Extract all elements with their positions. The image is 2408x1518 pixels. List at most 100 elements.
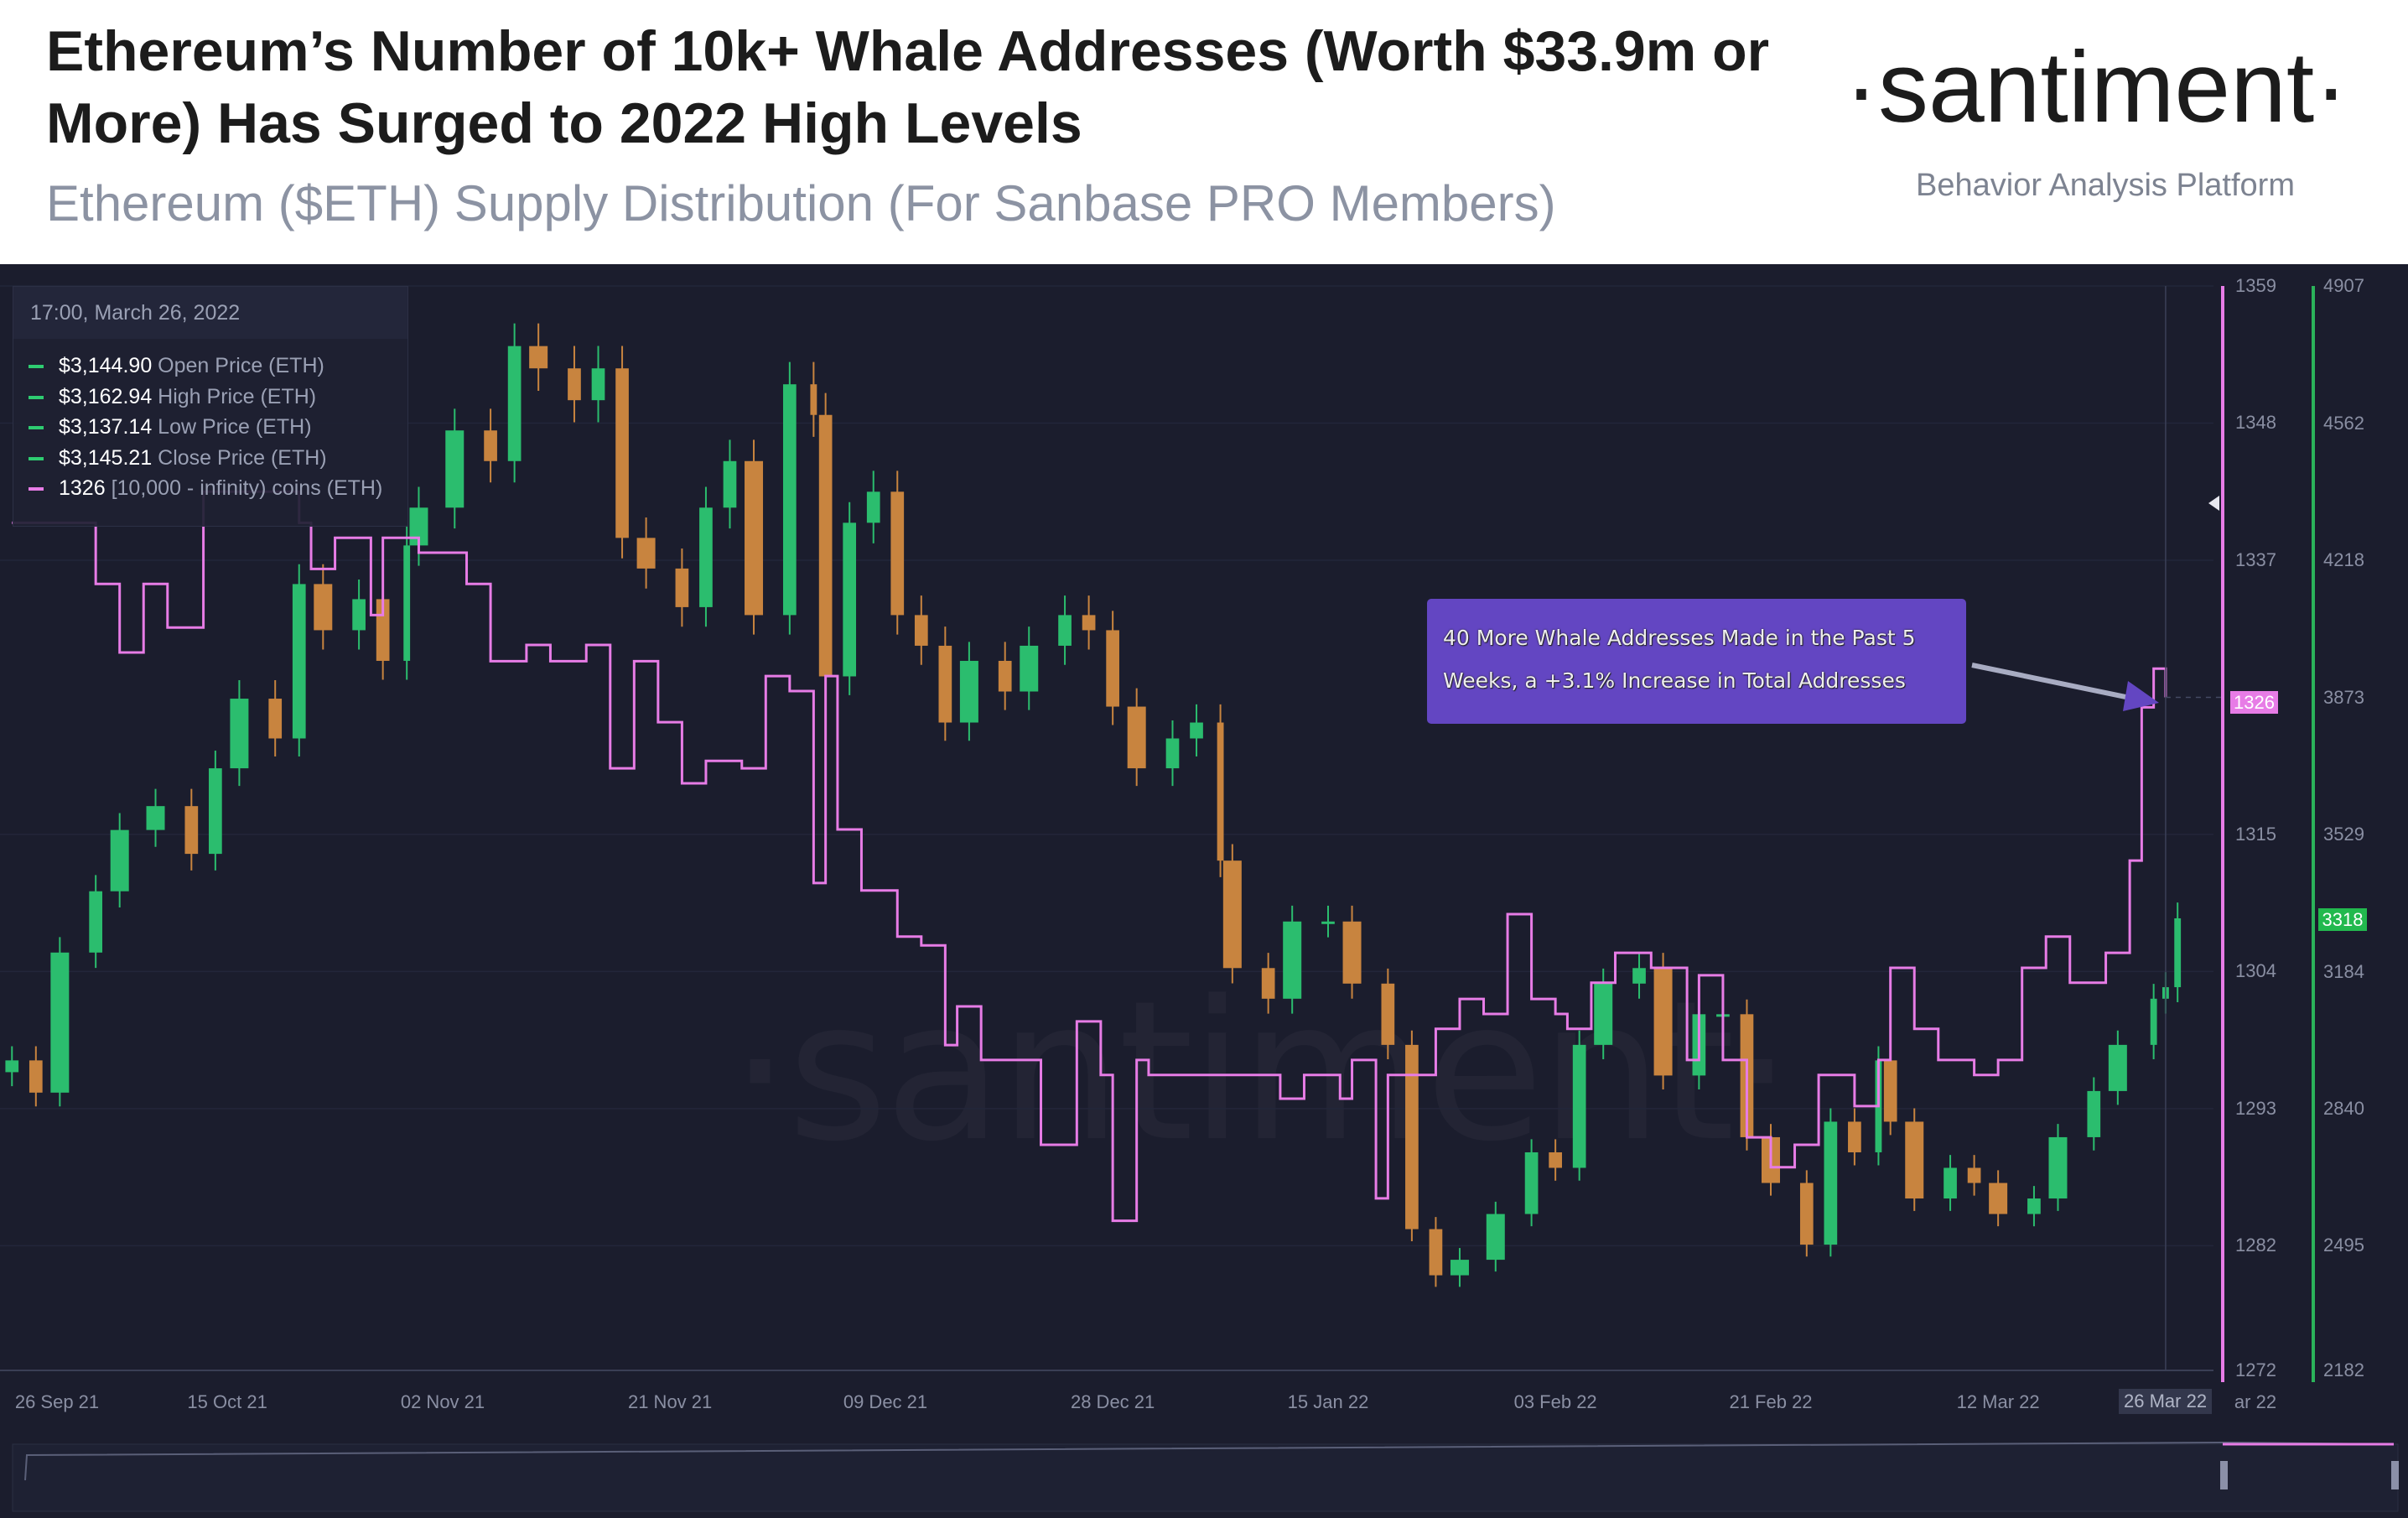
price-candle bbox=[1283, 921, 1302, 999]
price-candle bbox=[866, 491, 880, 523]
price-candle bbox=[292, 584, 306, 739]
tooltip-value: $3,145.21 bbox=[59, 445, 153, 470]
tooltip-value: 1326 bbox=[59, 476, 106, 500]
price-candle bbox=[268, 699, 283, 739]
whale-axis-tick: 1315 bbox=[2235, 823, 2276, 845]
price-candle bbox=[636, 538, 656, 569]
tooltip-row: $3,145.21 Close Price (ETH) bbox=[13, 443, 407, 474]
page-subtitle: Ethereum ($ETH) Supply Distribution (For… bbox=[46, 175, 1556, 231]
tooltip-label: Open Price (ETH) bbox=[158, 354, 324, 377]
x-tick-label: 02 Nov 21 bbox=[400, 1391, 485, 1412]
price-candle bbox=[1342, 921, 1362, 984]
whale-axis-tick: 1348 bbox=[2235, 412, 2276, 434]
x-tick-label: 15 Oct 21 bbox=[187, 1391, 267, 1412]
price-candle bbox=[1572, 1044, 1586, 1168]
price-candle bbox=[2048, 1136, 2068, 1199]
price-candle bbox=[914, 615, 928, 646]
price-candle bbox=[529, 346, 548, 369]
whale-axis-tick: 1304 bbox=[2235, 960, 2276, 982]
price-candle bbox=[1190, 722, 1203, 739]
tooltip-value: $3,144.90 bbox=[59, 354, 153, 377]
x-tick-label-clipped: ar 22 bbox=[2234, 1391, 2277, 1412]
price-candle bbox=[959, 660, 978, 723]
price-axis-tick: 4218 bbox=[2323, 548, 2364, 570]
tooltip-label: High Price (ETH) bbox=[158, 384, 317, 408]
price-candle bbox=[507, 346, 522, 461]
price-candle bbox=[1321, 921, 1335, 924]
price-candle bbox=[2108, 1044, 2127, 1091]
price-candle bbox=[568, 368, 581, 401]
price-candle bbox=[675, 568, 689, 607]
logo-tagline: Behavior Analysis Platform bbox=[1916, 168, 2295, 203]
price-candle bbox=[484, 430, 497, 461]
price-candle bbox=[403, 545, 411, 661]
price-candle bbox=[1429, 1229, 1443, 1276]
legend-swatch bbox=[29, 456, 44, 460]
whale-axis-tick: 1337 bbox=[2235, 548, 2276, 570]
price-candle bbox=[50, 952, 70, 1093]
price-candle bbox=[1261, 968, 1275, 999]
price-axis-tick: 3184 bbox=[2323, 960, 2364, 982]
annotation-arrow-head bbox=[2123, 681, 2159, 711]
price-candle bbox=[184, 806, 199, 855]
price-candle bbox=[1594, 983, 1613, 1045]
tooltip-value: $3,162.94 bbox=[59, 384, 153, 408]
price-candle bbox=[723, 460, 737, 508]
price-axis-tick: 3529 bbox=[2323, 823, 2364, 845]
price-candle bbox=[2027, 1198, 2041, 1214]
tooltip-row: 1326 [10,000 - infinity) coins (ETH) bbox=[13, 473, 407, 504]
tooltip-row: $3,144.90 Open Price (ETH) bbox=[13, 351, 407, 382]
legend-swatch bbox=[29, 426, 44, 430]
price-candle bbox=[1653, 968, 1673, 1076]
price-candle bbox=[1549, 1151, 1562, 1168]
price-candle bbox=[998, 660, 1012, 692]
x-tick-label: 03 Feb 22 bbox=[1513, 1391, 1597, 1412]
price-candle bbox=[1381, 983, 1395, 1045]
x-tick-label: 12 Mar 22 bbox=[1956, 1391, 2040, 1412]
price-candle bbox=[230, 699, 249, 769]
page-title: Ethereum’s Number of 10k+ Whale Addresse… bbox=[46, 19, 1770, 155]
tooltip-value: $3,137.14 bbox=[59, 415, 153, 439]
tooltip-row: $3,137.14 Low Price (ETH) bbox=[13, 412, 407, 443]
price-candle bbox=[445, 430, 464, 508]
annotation-line-1: 40 More Whale Addresses Made in the Past… bbox=[1443, 626, 1916, 650]
price-axis-tick: 2182 bbox=[2323, 1359, 2364, 1380]
price-axis-tick: 2495 bbox=[2323, 1235, 2364, 1256]
tooltip-label: [10,000 - infinity) coins (ETH) bbox=[111, 476, 383, 500]
price-candle bbox=[1905, 1121, 1924, 1199]
price-candle bbox=[1989, 1183, 2008, 1214]
price-axis-tick: 4562 bbox=[2323, 412, 2364, 434]
price-axis-tick: 4907 bbox=[2323, 275, 2364, 296]
price-candle bbox=[1106, 630, 1119, 707]
navigator-left-handle[interactable] bbox=[2220, 1461, 2228, 1489]
tooltip-label: Low Price (ETH) bbox=[158, 415, 312, 439]
tooltip-row: $3,162.94 High Price (ETH) bbox=[13, 382, 407, 413]
whale-axis-tick: 1293 bbox=[2235, 1097, 2276, 1119]
chart-tooltip: 17:00, March 26, 2022 $3,144.90 Open Pri… bbox=[13, 286, 408, 527]
price-candle bbox=[843, 522, 857, 677]
price-candle bbox=[1165, 738, 1180, 769]
x-tick-label: 09 Dec 21 bbox=[843, 1391, 928, 1412]
price-candle bbox=[1405, 1044, 1419, 1229]
price-candle bbox=[2087, 1090, 2101, 1137]
price-candle bbox=[818, 414, 833, 677]
annotation-arrow-line bbox=[1971, 663, 2135, 701]
price-candle bbox=[2150, 998, 2157, 1045]
price-candle bbox=[810, 384, 817, 415]
price-candle bbox=[745, 460, 764, 616]
price-candle bbox=[1848, 1121, 1861, 1152]
price-candle bbox=[352, 599, 366, 631]
price-candle bbox=[591, 368, 605, 401]
x-tick-label: 21 Nov 21 bbox=[627, 1391, 713, 1412]
navigator bbox=[12, 1443, 2399, 1512]
navigator-right-handle[interactable] bbox=[2391, 1461, 2399, 1489]
price-current-value-badge: 3318 bbox=[2318, 908, 2367, 931]
price-candle bbox=[1217, 722, 1224, 861]
price-candle bbox=[1450, 1260, 1469, 1276]
price-candle bbox=[1944, 1167, 1957, 1199]
legend-swatch bbox=[29, 487, 44, 491]
price-candle bbox=[1883, 1060, 1897, 1122]
annotation-line-2: Weeks, a +3.1% Increase in Total Address… bbox=[1443, 668, 1906, 693]
whale-address-line bbox=[12, 490, 2167, 1223]
